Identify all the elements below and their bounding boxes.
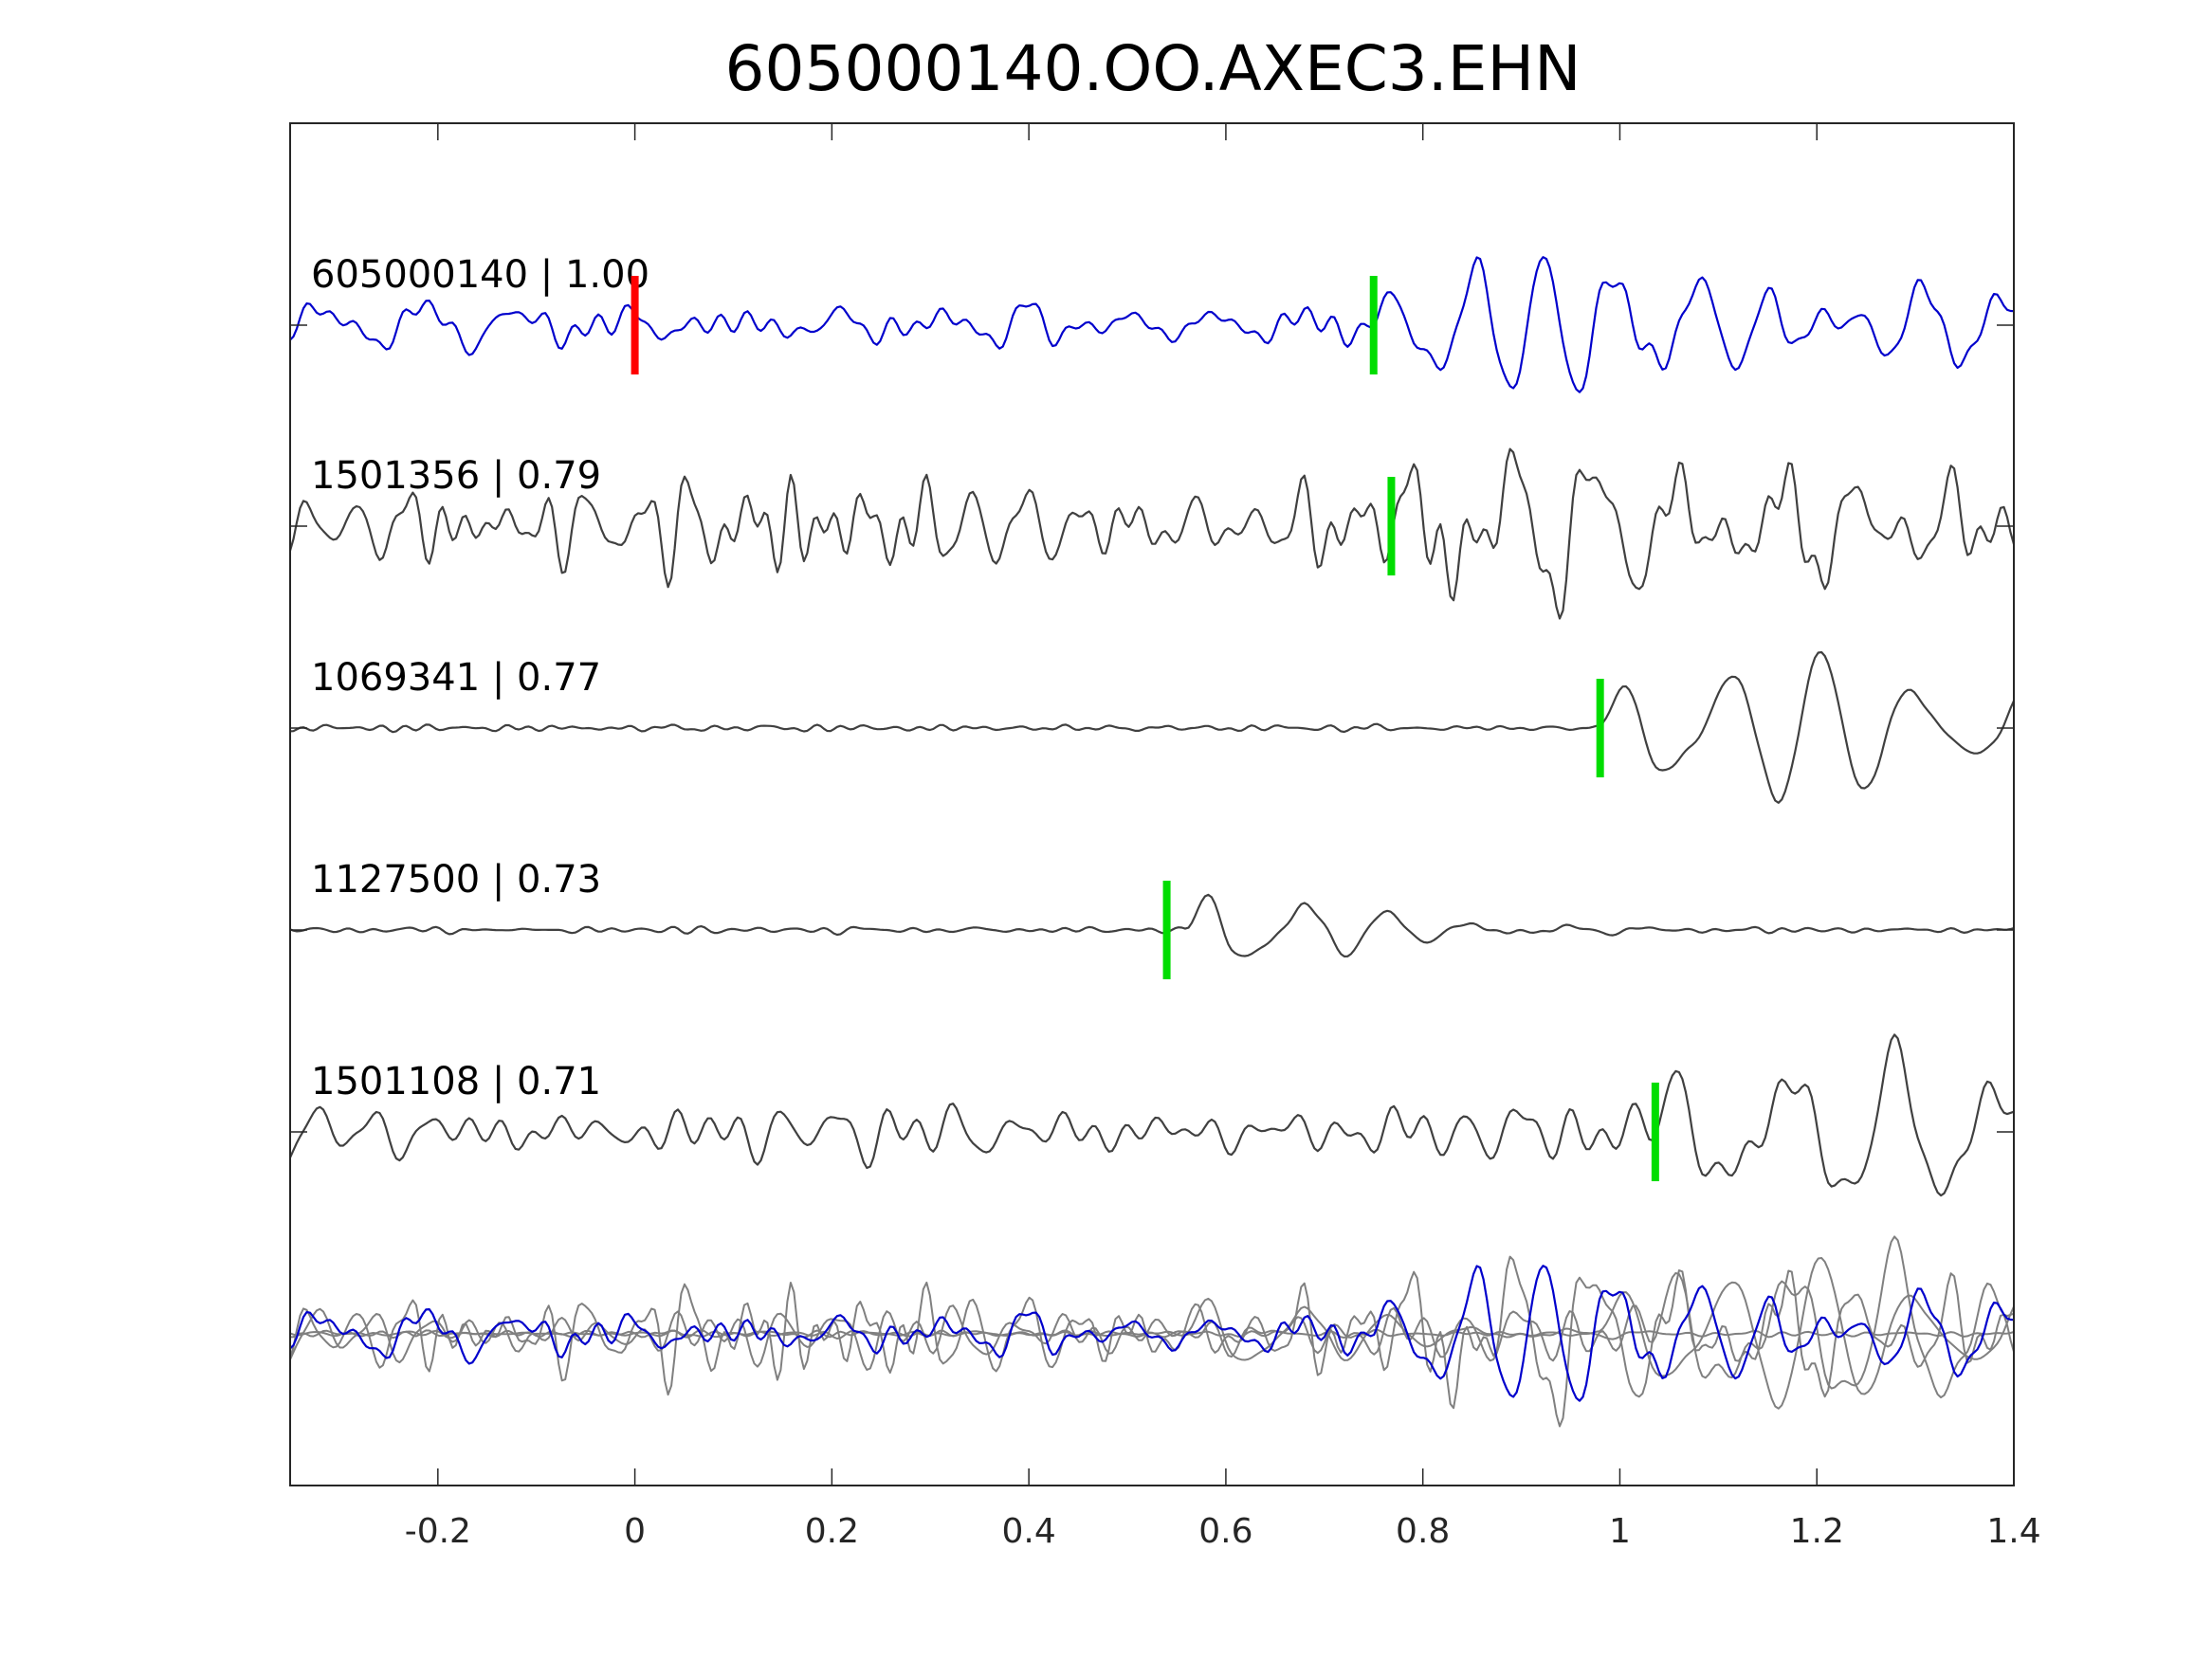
overlay-trace-1 <box>289 1255 2015 1428</box>
xtick-label-7: 1.2 <box>1790 1512 1844 1551</box>
xtick-label-4: 0.6 <box>1198 1512 1252 1551</box>
trace-label-2: 1069341 | 0.77 <box>311 656 601 700</box>
overlay-trace-4 <box>289 1235 2015 1399</box>
plot-area: 605000140 | 1.00 1501356 | 0.79 1069341 | … <box>288 122 2041 1551</box>
xtick-label-0: -0.2 <box>405 1512 471 1551</box>
trace-label-4: 1501108 | 0.71 <box>311 1060 601 1103</box>
chart-title: 605000140.OO.AXEC3.EHN <box>725 32 1581 105</box>
trace-label-0: 605000140 | 1.00 <box>311 253 649 297</box>
overlay-trace-template <box>289 1265 2015 1402</box>
trace-line-4 <box>288 1033 2015 1197</box>
xtick-label-8: 1.4 <box>1986 1512 2040 1551</box>
axes-frame <box>289 122 2015 1486</box>
xtick-label-1: 0 <box>624 1512 646 1551</box>
trace-label-1: 1501356 | 0.79 <box>311 454 601 498</box>
xtick-label-2: 0.2 <box>805 1512 859 1551</box>
trace-line-1 <box>288 447 2016 620</box>
trace-line-3 <box>289 893 2015 957</box>
trace-line-2 <box>289 650 2016 804</box>
xtick-label-5: 0.8 <box>1396 1512 1450 1551</box>
trace-label-3: 1127500 | 0.73 <box>311 858 601 902</box>
trace-line-0 <box>289 256 2015 393</box>
xtick-label-6: 1 <box>1609 1512 1631 1551</box>
xtick-label-3: 0.4 <box>1002 1512 1056 1551</box>
